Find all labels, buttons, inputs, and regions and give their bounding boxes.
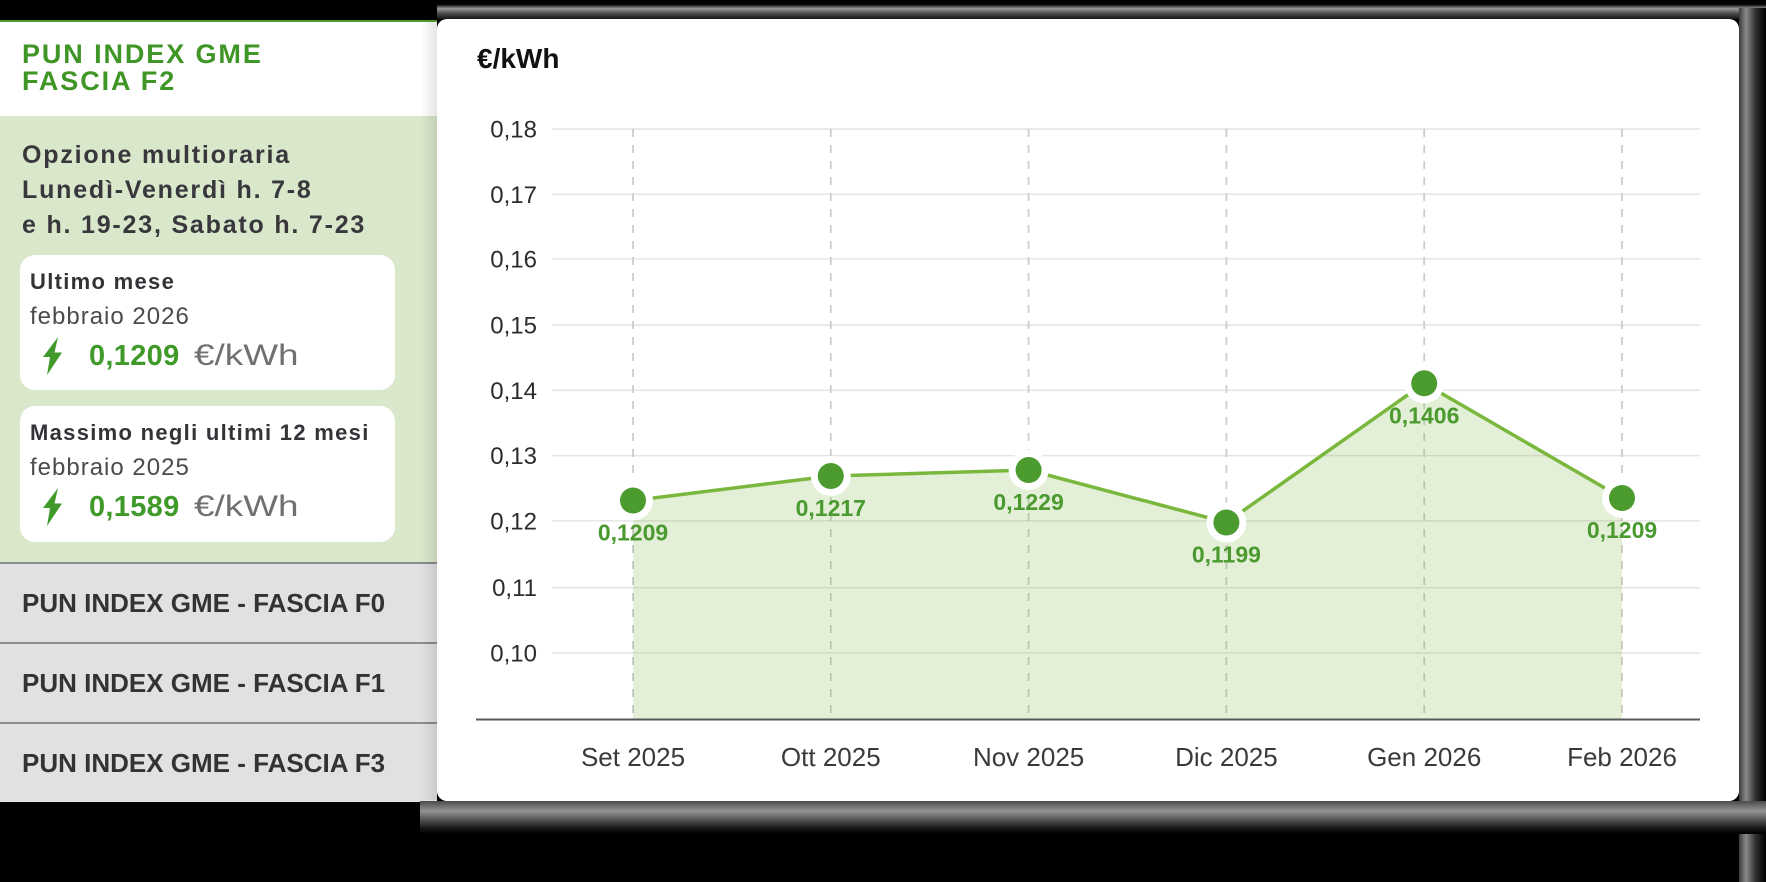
svg-text:Set 2025: Set 2025 <box>581 742 685 772</box>
svg-text:0,10: 0,10 <box>490 641 537 668</box>
svg-text:Gen 2026: Gen 2026 <box>1367 742 1481 772</box>
svg-text:0,1209: 0,1209 <box>598 520 668 546</box>
svg-text:0,16: 0,16 <box>490 246 537 273</box>
svg-text:0,17: 0,17 <box>490 182 537 209</box>
svg-text:0,11: 0,11 <box>492 575 537 602</box>
svg-text:0,13: 0,13 <box>490 443 537 470</box>
svg-text:0,1209: 0,1209 <box>1587 517 1657 543</box>
svg-text:0,14: 0,14 <box>490 378 537 405</box>
svg-text:Dic 2025: Dic 2025 <box>1175 742 1278 772</box>
svg-text:0,1406: 0,1406 <box>1389 402 1459 428</box>
svg-text:0,18: 0,18 <box>490 117 537 144</box>
svg-text:0,1217: 0,1217 <box>796 495 866 521</box>
svg-text:Feb 2026: Feb 2026 <box>1567 742 1677 772</box>
svg-text:0,1229: 0,1229 <box>993 489 1063 515</box>
svg-text:0,1199: 0,1199 <box>1192 542 1261 568</box>
svg-text:Ott 2025: Ott 2025 <box>781 742 881 772</box>
svg-text:Nov 2025: Nov 2025 <box>973 742 1084 772</box>
svg-text:0,12: 0,12 <box>490 508 537 535</box>
svg-text:0,15: 0,15 <box>490 313 537 340</box>
